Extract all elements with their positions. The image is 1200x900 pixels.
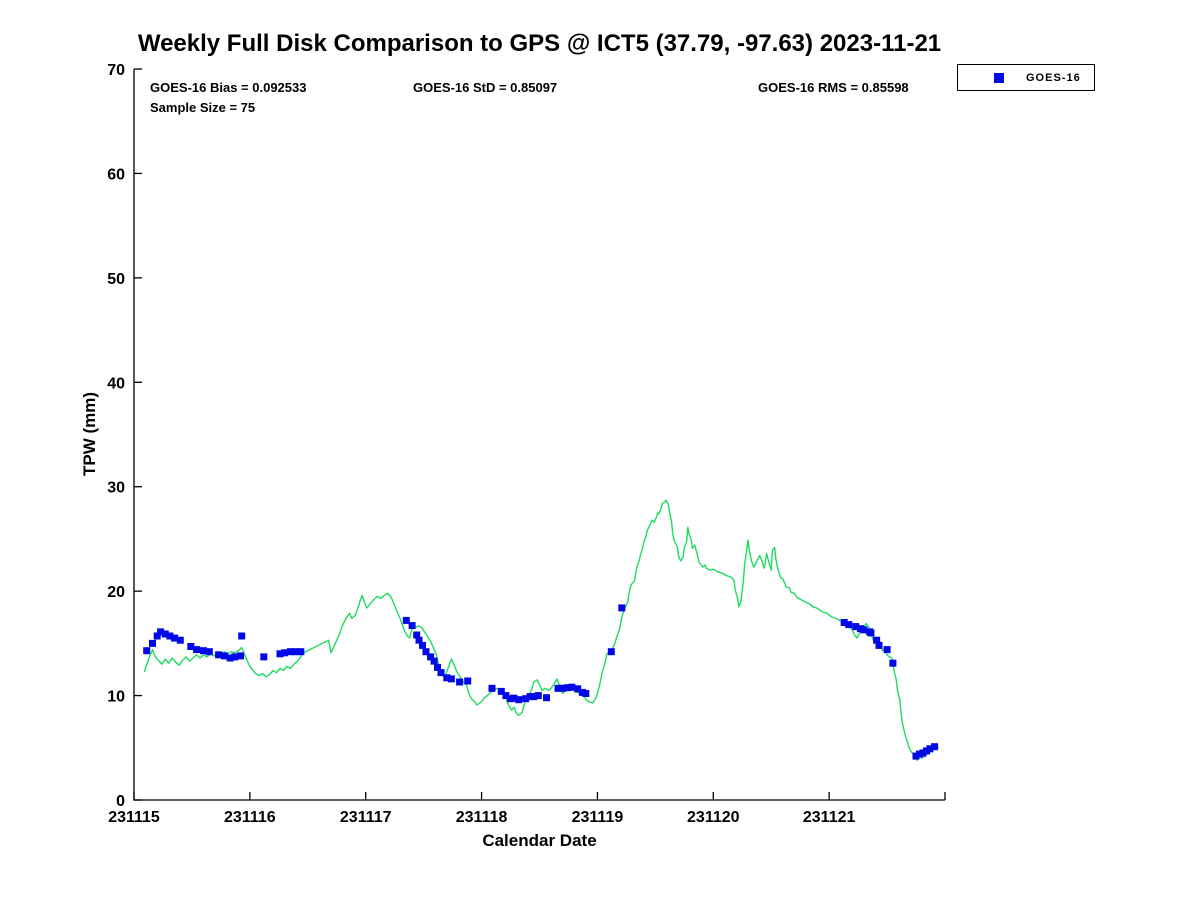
goes16-marker [563,684,571,692]
goes16-marker [873,636,881,644]
y-tick-label: 30 [107,480,125,497]
goes16-marker [176,636,184,644]
goes16-marker [867,629,875,637]
goes16-marker [497,687,505,695]
goes16-marker [226,654,234,662]
goes16-marker [543,694,550,702]
goes16-marker [582,690,590,697]
stat-sample-size: Sample Size = 75 [150,100,256,115]
x-tick-label: 231120 [687,809,740,826]
legend-marker-square [994,72,1004,83]
goes16-marker [238,632,246,640]
goes16-marker [845,621,853,629]
legend-label: GOES-16 [1026,71,1081,84]
goes16-marker [220,652,228,660]
goes16-markers [143,604,939,760]
goes16-marker [515,696,523,704]
x-axis-label: Calendar Date [482,831,597,850]
goes16-marker [402,616,410,624]
goes16-marker [464,677,472,685]
x-tick-label: 231119 [572,809,624,826]
goes16-marker [443,674,451,682]
goes16-marker [852,623,860,631]
y-tick-label: 10 [107,689,125,706]
x-tick-label: 231118 [456,809,508,826]
goes16-marker [437,669,445,677]
axes: 231115 231116 231117 231118 231119 231120 2311… [107,62,946,826]
goes16-marker [157,628,165,636]
goes16-marker [568,683,576,691]
goes16-marker [522,695,530,703]
goes16-marker [413,631,421,639]
axis-lines [133,69,945,801]
goes16-marker [215,651,223,659]
goes16-marker [237,652,245,660]
goes16-marker [559,684,567,692]
goes16-marker [840,619,848,626]
goes16-marker [171,634,179,642]
goes16-marker [153,632,161,640]
goes16-marker [415,636,423,644]
goes16-marker [231,653,239,661]
goes16-marker [510,694,518,702]
goes16-marker [926,745,934,753]
y-tick-label: 0 [116,793,125,810]
goes16-marker [187,643,195,650]
goes16-marker [422,648,430,656]
x-tick-label: 231115 [108,809,160,826]
goes16-marker [430,657,438,665]
y-tick-label: 20 [107,584,125,601]
goes16-marker [281,649,289,657]
goes16-marker [574,685,582,693]
goes16-marker [607,648,615,656]
goes16-marker [488,684,496,692]
goes16-marker [149,639,156,647]
x-tick-label: 231117 [340,809,392,826]
goes16-marker [860,626,868,634]
goes16-marker [883,646,891,654]
stat-bias: GOES-16 Bias = 0.092533 [150,80,307,95]
goes16-marker [276,650,284,658]
y-tick-label: 60 [107,166,125,183]
goes16-marker [291,648,299,656]
goes16-marker [447,675,455,683]
goes16-marker [161,630,169,638]
stat-std: GOES-16 StD = 0.85097 [413,80,558,95]
y-axis-label: TPW (mm) [80,391,99,477]
goes16-marker [618,604,626,612]
y-tick-label: 40 [107,375,125,392]
goes16-marker [143,647,151,655]
goes16-marker [408,622,416,630]
goes16-marker [554,684,562,692]
goes16-marker [193,646,201,654]
y-tick-label: 50 [107,271,125,288]
chart-title: Weekly Full Disk Comparison to GPS @ ICT… [137,30,942,57]
x-tick-label: 231121 [803,809,856,826]
legend: GOES-16 [957,64,1095,91]
goes16-marker [205,648,213,656]
goes16-marker [502,692,510,700]
goes16-marker [200,647,207,655]
goes16-marker [889,659,897,667]
gps-line [143,499,939,761]
goes16-marker [260,653,268,661]
goes16-marker [534,692,542,700]
goes16-marker [530,693,538,701]
goes16-marker [166,632,174,640]
goes16-marker [297,648,305,656]
x-tick-label: 231116 [224,809,276,826]
goes16-marker [931,743,939,751]
stat-rms: GOES-16 RMS = 0.85598 [758,80,909,95]
series-group [143,499,939,761]
goes16-marker [434,663,441,671]
goes16-marker [427,653,435,661]
goes16-marker [456,678,464,686]
y-tick-label: 70 [107,62,125,79]
goes16-marker [875,641,883,649]
goes16-marker [419,641,426,649]
goes16-marker [286,648,294,656]
